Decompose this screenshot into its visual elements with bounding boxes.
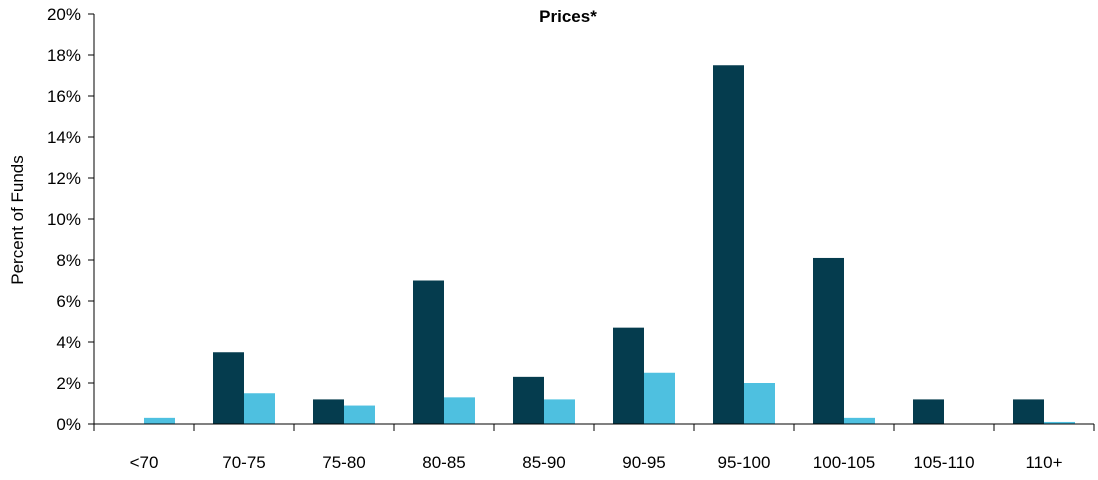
x-tick-label: 80-85: [422, 453, 465, 472]
y-tick-label: 4%: [56, 333, 81, 352]
bar-series-1: [913, 399, 944, 424]
x-tick-label: 100-105: [813, 453, 875, 472]
y-axis-title: Percent of Funds: [8, 155, 27, 284]
bar-series-1: [713, 65, 744, 424]
y-tick-label: 0%: [56, 415, 81, 434]
x-tick-label: <70: [130, 453, 159, 472]
x-tick-label: 85-90: [522, 453, 565, 472]
bar-series-2: [244, 393, 275, 424]
y-tick-label: 2%: [56, 374, 81, 393]
bar-series-2: [844, 417, 875, 424]
x-tick-label: 75-80: [322, 453, 365, 472]
bar-series-2: [444, 397, 475, 424]
bar-series-1: [613, 327, 644, 424]
bar-series-2: [744, 383, 775, 424]
y-tick-label: 16%: [47, 87, 81, 106]
bar-series-1: [813, 257, 844, 424]
x-tick-label: 90-95: [622, 453, 665, 472]
bar-series-2: [1044, 421, 1075, 424]
y-tick-label: 10%: [47, 210, 81, 229]
bar-series-2: [144, 417, 175, 424]
y-tick-label: 6%: [56, 292, 81, 311]
bar-series-1: [313, 399, 344, 424]
bar-series-1: [1013, 399, 1044, 424]
bar-series-1: [213, 352, 244, 424]
bar-series-2: [544, 399, 575, 424]
x-tick-label: 110+: [1025, 453, 1062, 472]
bar-series-2: [644, 372, 675, 424]
y-tick-label: 18%: [47, 46, 81, 65]
y-tick-label: 8%: [56, 251, 81, 270]
bar-series-1: [513, 376, 544, 424]
y-tick-label: 12%: [47, 169, 81, 188]
x-tick-label: 70-75: [222, 453, 265, 472]
x-tick-label: 95-100: [718, 453, 771, 472]
y-tick-label: 20%: [47, 5, 81, 24]
plot-area: 0% 2% 4% 6% 8% 10% 12% 14% 16% 18% 20% <70 70-75 75-8…: [47, 5, 1095, 472]
chart-title: Prices*: [539, 7, 597, 26]
y-tick-label: 14%: [47, 128, 81, 147]
bar-series-2: [344, 405, 375, 424]
bar-series-1: [413, 280, 444, 424]
x-tick-label: 105-110: [913, 453, 974, 472]
